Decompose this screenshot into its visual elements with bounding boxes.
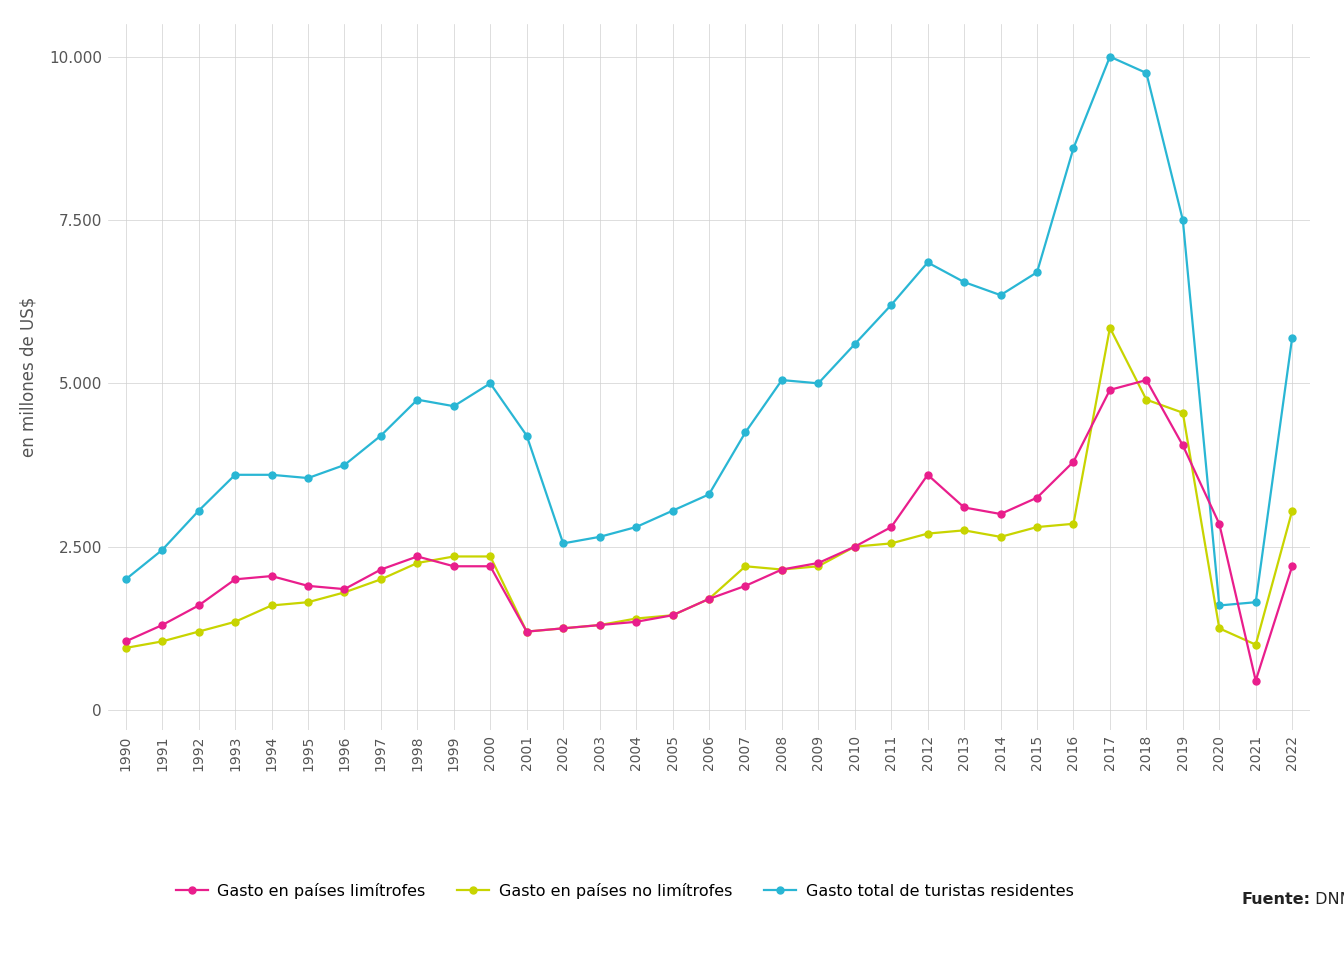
Legend: Gasto en países limítrofes, Gasto en países no limítrofes, Gasto total de turist: Gasto en países limítrofes, Gasto en paí… [169,876,1081,905]
Text: DNMyE en base a datos de INDEC.: DNMyE en base a datos de INDEC. [1310,892,1344,907]
Text: Fuente:: Fuente: [1242,892,1310,907]
Y-axis label: en millones de US$: en millones de US$ [20,297,38,457]
